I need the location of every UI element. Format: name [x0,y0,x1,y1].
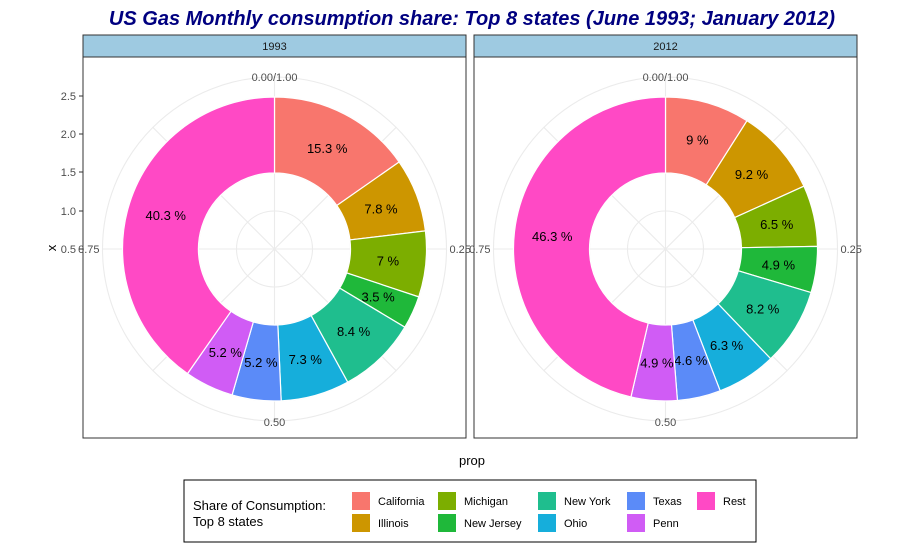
legend-swatch-new-york [538,492,556,510]
slice-label-1993-new-york: 8.4 % [337,324,371,339]
legend-label-new-york: New York [564,496,611,508]
legend-swatch-california [352,492,370,510]
panels: 1993 15.3 % 7.8 % 7 % 3.5 % 8.4 % 7.3 % 5.2 %5.… [78,34,862,439]
legend-label-penn: Penn [653,518,679,530]
legend: Share of Consumption: Top 8 states Calif… [183,479,757,543]
slice-label-1993-penn: 5.2 % [209,345,243,360]
legend-label-texas: Texas [653,496,682,508]
slice-label-1993-new-jersey: 3.5 % [361,290,395,305]
slice-label-1993-rest: 40.3 % [146,208,187,223]
legend-label-ohio: Ohio [564,518,587,530]
y-axis-title: x [44,244,59,251]
slice-label-2012-ohio: 6.3 % [710,338,744,353]
legend-title-line1: Share of Consumption: [193,498,326,513]
legend-label-illinois: Illinois [378,518,409,530]
legend-title-line2: Top 8 states [193,514,264,529]
legend-swatch-texas [627,492,645,510]
slice-label-1993-texas: 5.2 % [244,355,278,370]
angle-tick-2012-3: 0.75 [469,244,490,256]
slice-label-2012-rest: 46.3 % [532,229,573,244]
legend-items: California Illinois Michigan New Jersey New … [352,492,746,532]
angle-tick-1993-0: 0.00/1.00 [252,72,298,84]
slice-label-1993-california: 15.3 % [307,141,348,156]
y-axis: 0.5 1.0 1.5 2.0 2.5 [61,91,83,256]
slice-label-2012-penn: 4.9 % [640,356,674,371]
legend-swatch-penn [627,514,645,532]
legend-swatch-ohio [538,514,556,532]
slice-label-2012-new-jersey: 4.9 % [762,258,796,273]
legend-swatch-new-jersey [438,514,456,532]
panel-1993: 1993 15.3 % 7.8 % 7 % 3.5 % 8.4 % 7.3 % 5.2 %5.… [78,34,471,439]
legend-swatch-illinois [352,514,370,532]
slice-label-2012-texas: 4.6 % [674,353,708,368]
legend-swatch-michigan [438,492,456,510]
slice-2012-rest [512,96,667,398]
legend-label-rest: Rest [723,496,746,508]
angle-tick-2012-0: 0.00/1.00 [643,72,689,84]
slice-label-1993-ohio: 7.3 % [289,352,323,367]
x-axis-title: prop [459,453,485,468]
y-tick-label-0: 0.5 [61,244,76,256]
legend-label-new-jersey: New Jersey [464,518,522,530]
angle-tick-2012-1: 0.25 [841,244,862,256]
slice-1993-rest [121,96,276,375]
legend-label-california: California [378,496,425,508]
angle-tick-2012-2: 0.50 [655,417,676,429]
angle-tick-1993-1: 0.25 [450,244,471,256]
slice-label-2012-new-york: 8.2 % [746,301,780,316]
y-tick-label-1: 1.0 [61,206,76,218]
y-tick-label-3: 2.0 [61,129,76,141]
slice-label-2012-michigan: 6.5 % [760,217,794,232]
angle-tick-1993-3: 0.75 [78,244,99,256]
legend-label-michigan: Michigan [464,496,508,508]
strip-label-2012: 2012 [653,41,677,53]
slice-label-2012-illinois: 9.2 % [735,167,769,182]
legend-box [183,479,757,543]
slice-label-2012-california: 9 % [686,133,709,148]
y-tick-label-2: 1.5 [61,167,76,179]
angle-tick-1993-2: 0.50 [264,417,285,429]
slice-label-1993-illinois: 7.8 % [364,201,398,216]
legend-swatch-rest [697,492,715,510]
slice-label-1993-michigan: 7 % [377,253,400,268]
chart-title: US Gas Monthly consumption share: Top 8 … [109,8,835,30]
y-tick-label-4: 2.5 [61,91,76,103]
strip-label-1993: 1993 [262,41,286,53]
